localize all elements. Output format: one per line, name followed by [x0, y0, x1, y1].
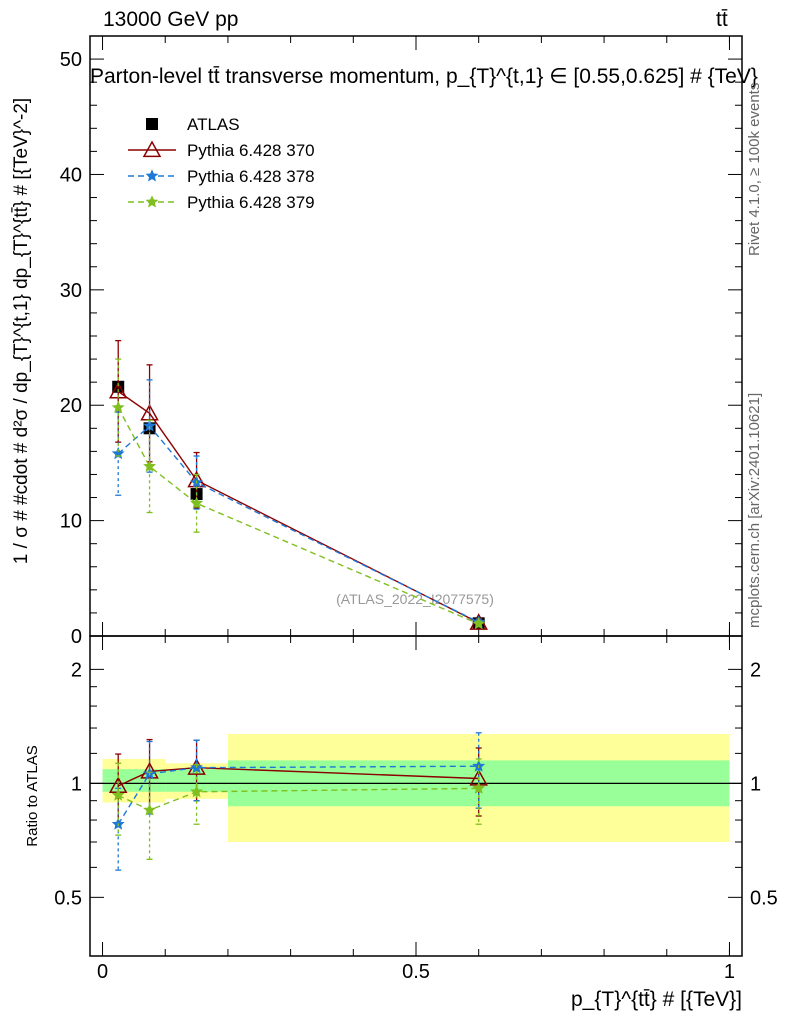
ratio-tick-label: 2 [71, 659, 82, 681]
legend-marker-0 [142, 140, 162, 158]
legend-marker-1 [145, 169, 159, 182]
legend-atlas-label: ATLAS [187, 115, 240, 134]
legend-label-2: Pythia 6.428 379 [187, 193, 315, 212]
x-tick-label: 0.5 [402, 961, 430, 983]
x-tick-label: 1 [724, 961, 735, 983]
ratio-tick-label-right: 1 [750, 773, 761, 795]
legend-marker-2 [145, 195, 159, 208]
legend-label-0: Pythia 6.428 370 [187, 141, 315, 160]
y-tick-label: 30 [60, 280, 82, 302]
energy-label: 13000 GeV pp [103, 8, 239, 31]
analysis-tag: (ATLAS_2022_I2077575) [336, 591, 494, 607]
plot-title: Parton-level tt̄ transverse momentum, p_… [90, 65, 758, 88]
ratio-tick-label: 0.5 [54, 887, 82, 909]
legend-atlas-marker [146, 118, 158, 130]
x-axis-label: p_{T}^{tt̄} # [{TeV}] [571, 988, 742, 1011]
ratio-tick-label-right: 2 [750, 659, 761, 681]
ratio-series-line-1 [117, 765, 479, 825]
legend-label-1: Pythia 6.428 378 [187, 167, 315, 186]
series-line-2 [117, 407, 479, 625]
y-axis-label: 1 / σ # #cdot # d²σ / dp_{T}^{t,1} dp_{T… [11, 98, 32, 564]
y-tick-label: 0 [71, 626, 82, 648]
process-label: tt̄ [716, 8, 728, 31]
ratio-point [190, 785, 204, 798]
y-tick-label: 20 [60, 395, 82, 417]
series-line-1 [117, 424, 480, 623]
ratio-point [143, 803, 157, 816]
series-point [111, 400, 125, 414]
ratio-series-line-0 [117, 766, 479, 787]
series-line-0 [117, 390, 480, 624]
series-point [190, 496, 204, 509]
y-tick-label: 50 [60, 49, 82, 71]
series-point [143, 459, 157, 472]
ratio-tick-label: 1 [71, 773, 82, 795]
ratio-point [111, 788, 125, 801]
ratio-axis-label: Ratio to ATLAS [24, 745, 41, 846]
y-tick-label: 40 [60, 164, 82, 186]
x-tick-label: 0 [97, 961, 108, 983]
y-tick-label: 10 [60, 511, 82, 533]
ratio-tick-label-right: 0.5 [750, 887, 778, 909]
ratio-point [472, 781, 486, 794]
series-point [472, 617, 486, 630]
